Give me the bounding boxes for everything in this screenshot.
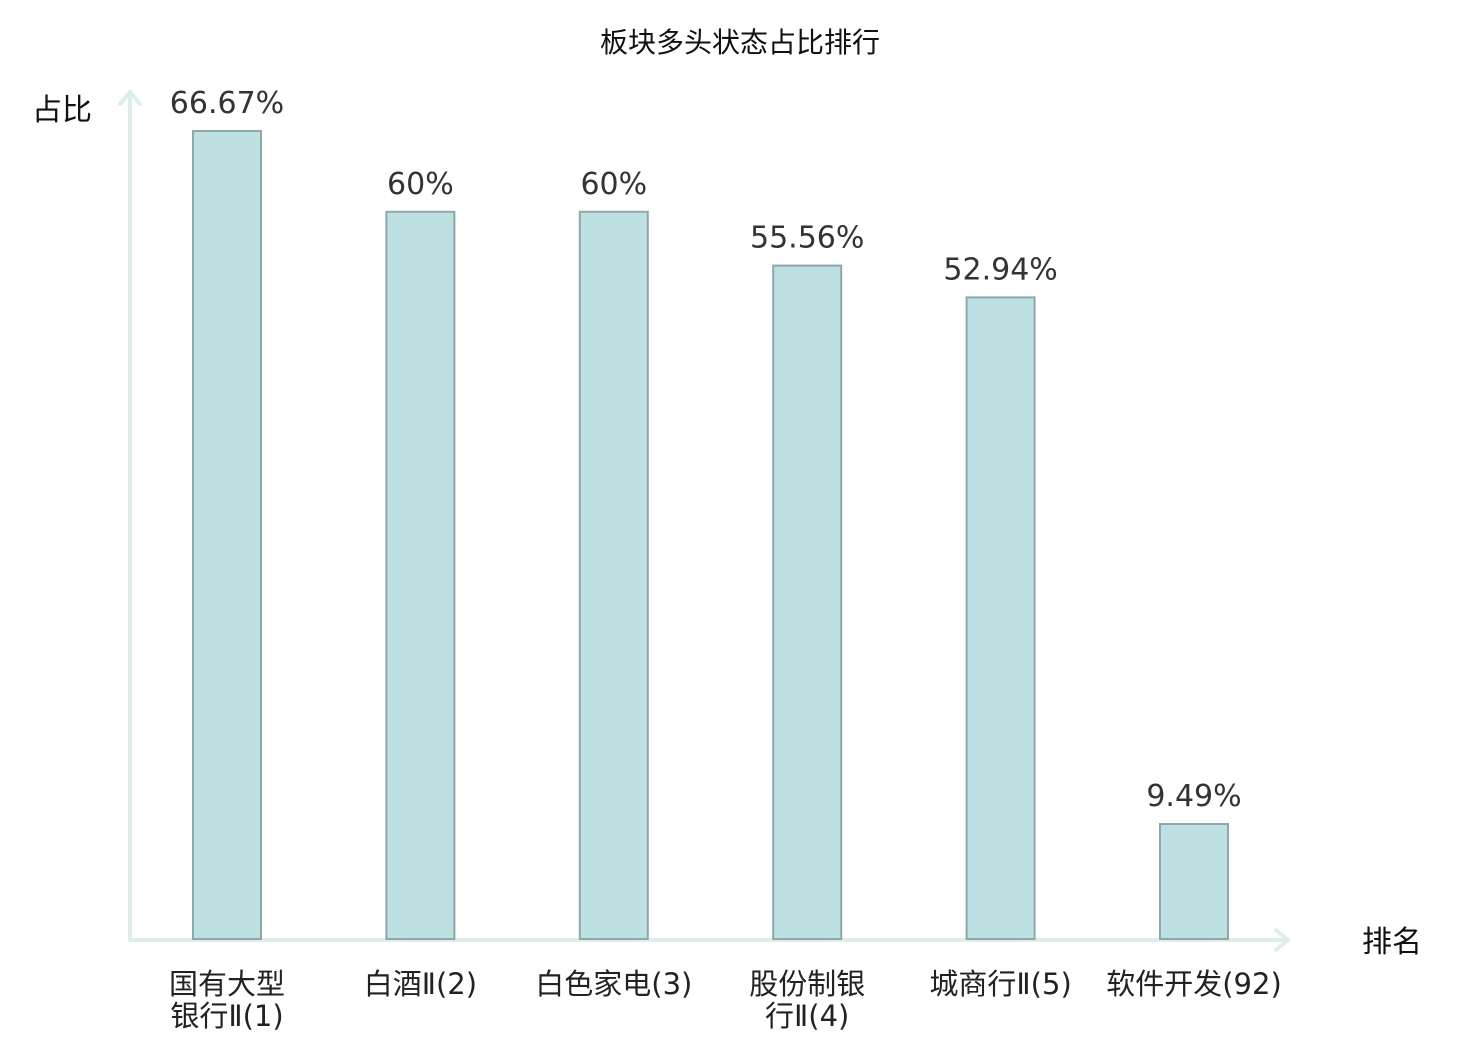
category-tick-label: 白色家电(3) (535, 967, 692, 1001)
chart-title: 板块多头状态占比排行 (600, 26, 880, 59)
x-axis-title: 排名 (1362, 925, 1422, 960)
category-tick-label: 银行Ⅱ(1) (170, 999, 283, 1033)
category-tick-label: 国有大型 (169, 967, 285, 1001)
category-tick-label: 白酒Ⅱ(2) (364, 967, 477, 1001)
category-tick-label: 软件开发(92) (1106, 967, 1282, 1001)
bar-series (192, 130, 1229, 941)
x-axis-arrow (1274, 928, 1290, 952)
bar (1159, 823, 1229, 940)
bar-value-label: 55.56% (750, 221, 864, 256)
bar-value-label: 52.94% (943, 252, 1057, 287)
bar (192, 130, 262, 940)
bar-value-label: 60% (387, 167, 454, 202)
bar-value-label: 9.49% (1146, 779, 1241, 814)
category-tick-label: 行Ⅱ(4) (765, 999, 849, 1033)
y-axis-title: 占比 (32, 93, 92, 128)
bar (772, 264, 843, 941)
bar (965, 296, 1036, 940)
bar (578, 210, 649, 941)
y-axis-arrow (118, 90, 142, 106)
bar-value-label: 60% (580, 167, 647, 202)
value-labels: 66.67% 60% 60% 55.56% 52.94% 9.49% (170, 86, 1242, 814)
category-tick-label: 城商行Ⅱ(5) (929, 967, 1071, 1001)
category-tick-label: 股份制银 (749, 967, 865, 1001)
bar (385, 210, 456, 941)
bar-value-label: 66.67% (170, 86, 284, 121)
